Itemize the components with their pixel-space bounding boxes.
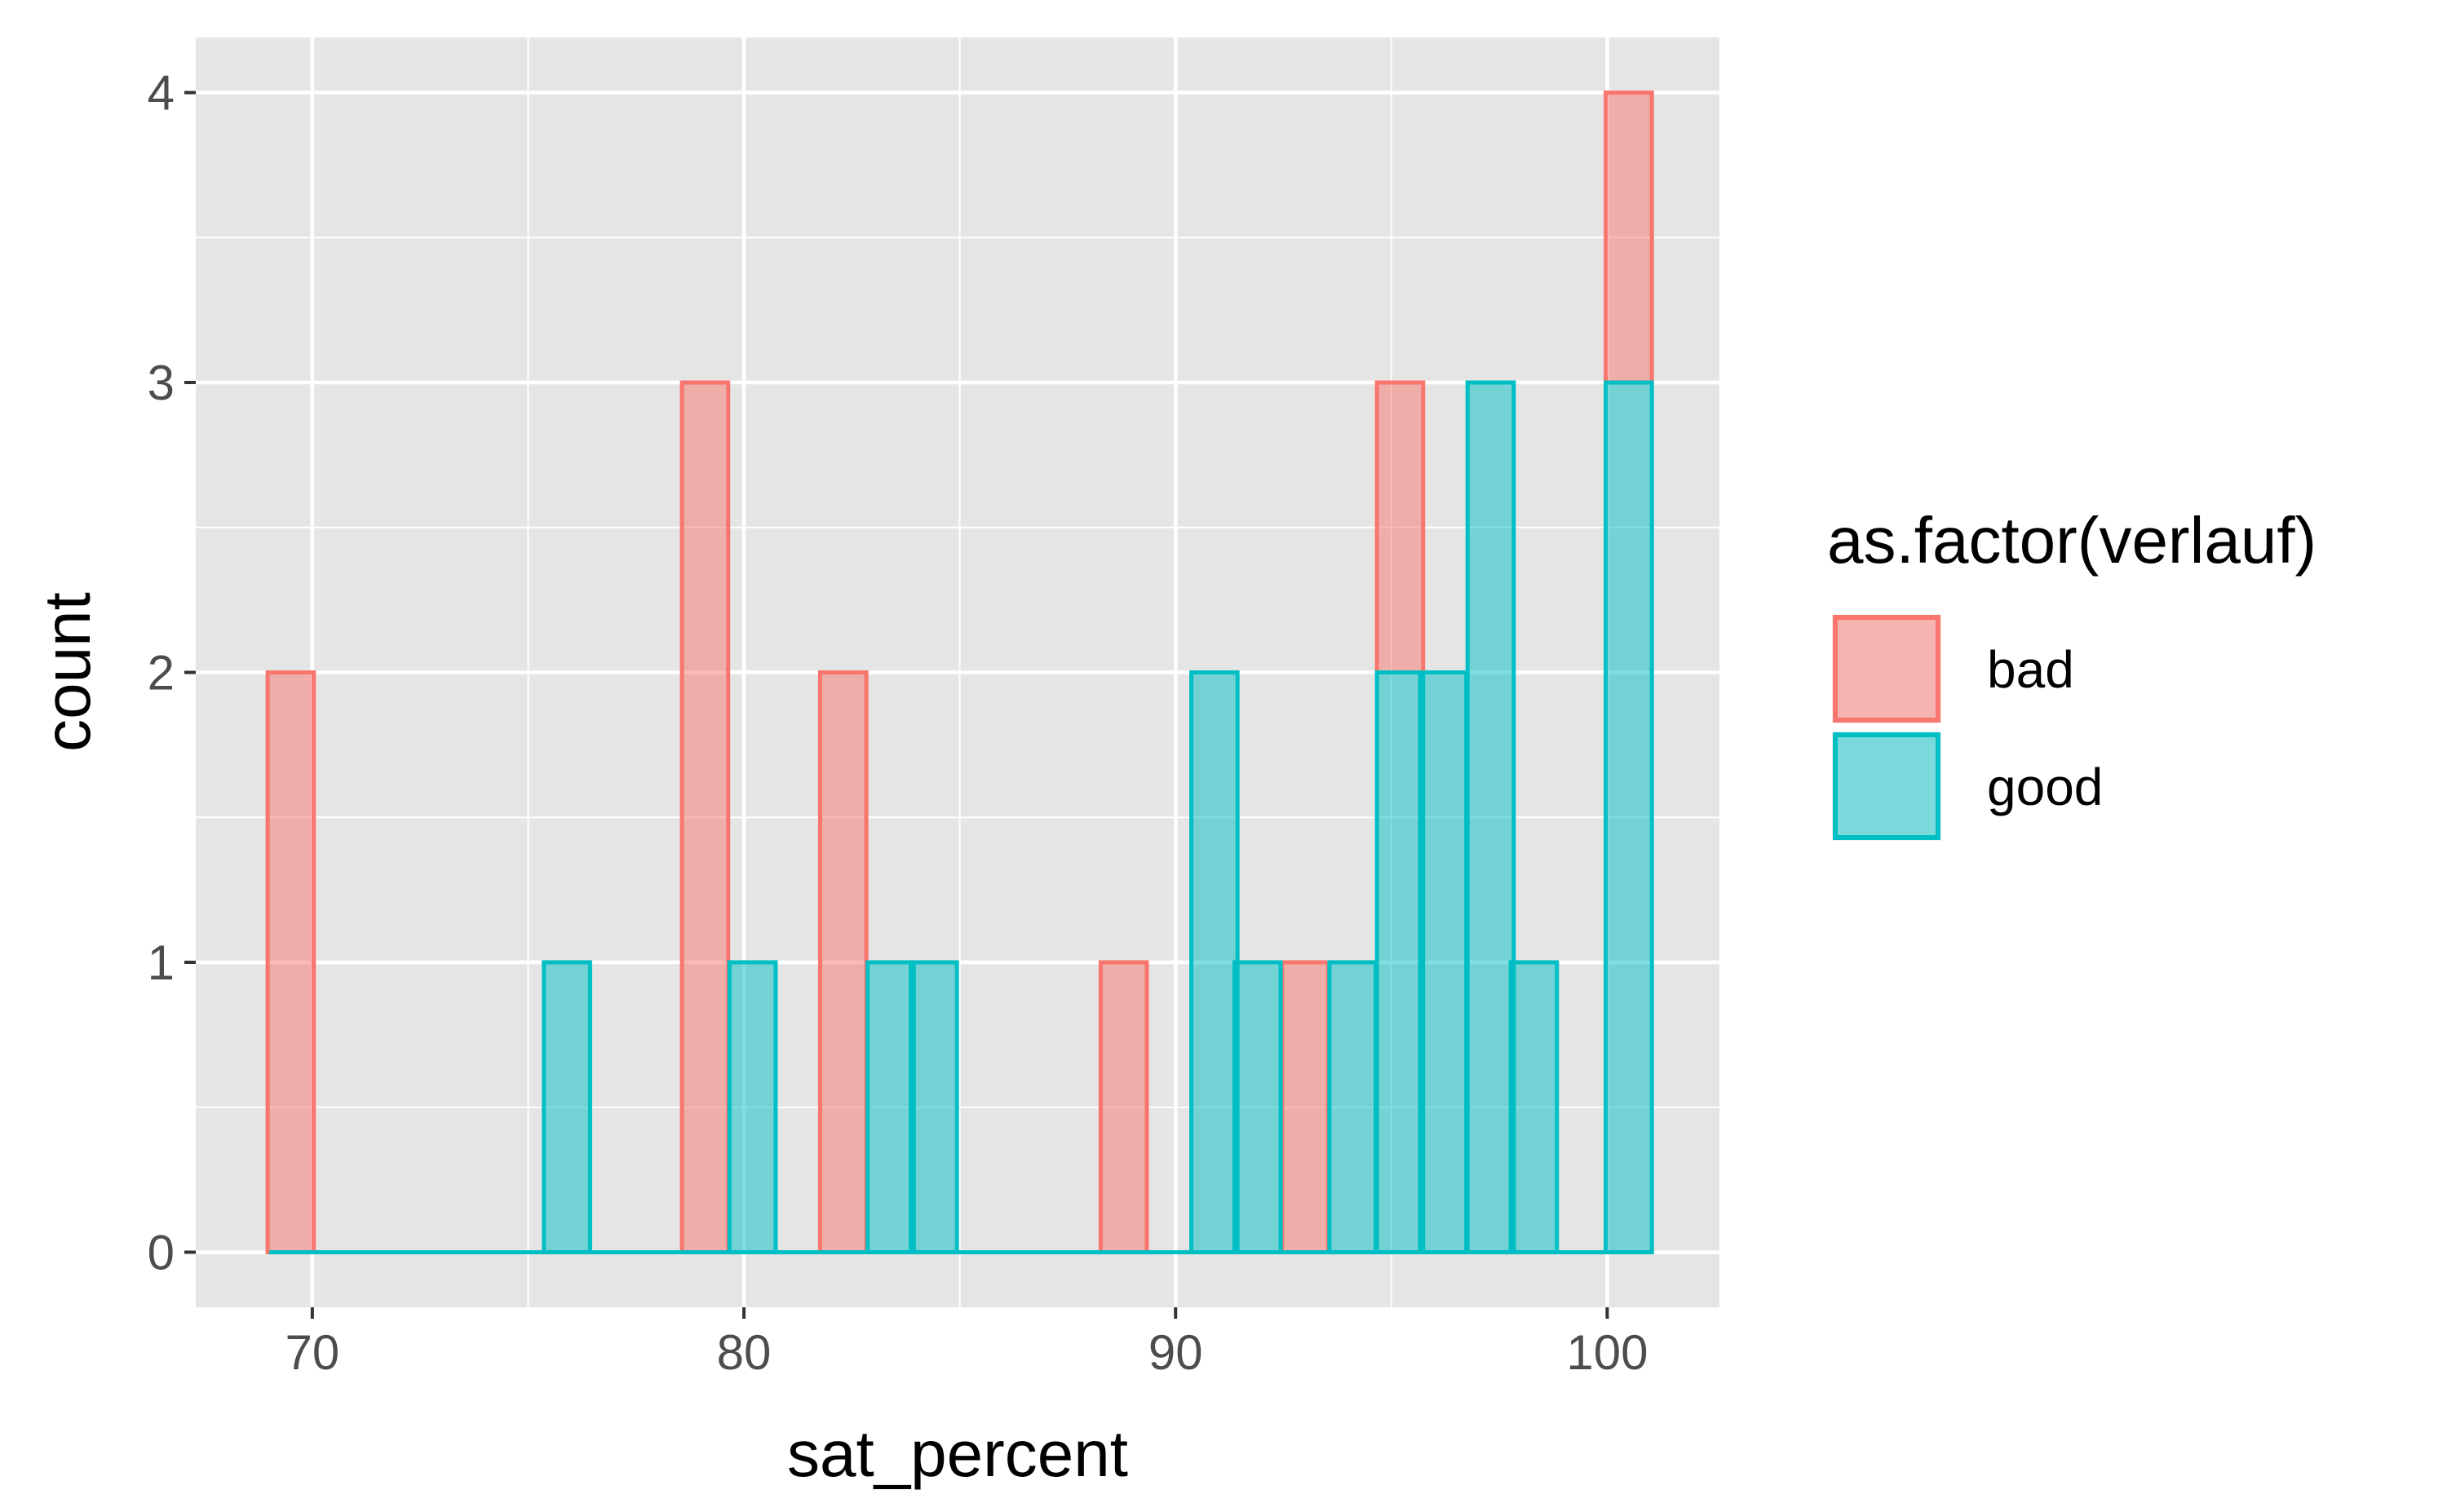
bar-good xyxy=(1465,380,1516,1254)
x-tick-label: 80 xyxy=(717,1325,772,1380)
bar-bad xyxy=(265,670,316,1254)
x-tick-label: 100 xyxy=(1566,1325,1648,1380)
bar-bad xyxy=(1604,91,1654,385)
y-tick-label: 4 xyxy=(148,66,175,121)
legend-key-good xyxy=(1833,732,1940,840)
y-tick-label: 3 xyxy=(148,356,175,410)
bar-good xyxy=(727,960,778,1254)
legend-title: as.factor(verlauf) xyxy=(1827,504,2316,577)
legend-label-bad: bad xyxy=(1987,640,2074,699)
bar-bad xyxy=(1374,380,1426,674)
x-axis-title: sat_percent xyxy=(787,1417,1128,1490)
bar-good xyxy=(1232,960,1283,1254)
bar-bad xyxy=(679,380,731,1254)
bar-good xyxy=(1604,380,1654,1254)
bar-bad xyxy=(1280,960,1330,1254)
bar-good xyxy=(1508,960,1560,1254)
bar-good xyxy=(1418,670,1469,1254)
x-tick-label: 90 xyxy=(1148,1325,1203,1380)
bar-good xyxy=(909,960,959,1254)
bar-good xyxy=(865,960,916,1254)
bar-bad xyxy=(1098,960,1149,1254)
legend-items: bad good xyxy=(1832,614,2103,841)
y-axis-title: count xyxy=(31,592,104,752)
legend-label-good: good xyxy=(1987,758,2103,816)
bar-good xyxy=(542,960,592,1254)
y-tick-label: 1 xyxy=(148,935,175,990)
bar-bad xyxy=(817,670,869,1254)
legend-key-bad xyxy=(1833,615,1940,723)
bar-good xyxy=(1189,670,1240,1254)
legend: as.factor(verlauf) bad good xyxy=(1827,504,2316,841)
y-tick-label: 2 xyxy=(148,646,175,701)
x-axis: 70 80 90 100 xyxy=(285,1307,1648,1380)
bar-good xyxy=(1327,960,1378,1254)
bars xyxy=(265,91,1654,1254)
x-tick-label: 70 xyxy=(285,1325,340,1380)
y-axis: 0 1 2 3 4 xyxy=(148,66,196,1280)
y-tick-label: 0 xyxy=(148,1225,175,1280)
bar-good xyxy=(1374,670,1426,1254)
